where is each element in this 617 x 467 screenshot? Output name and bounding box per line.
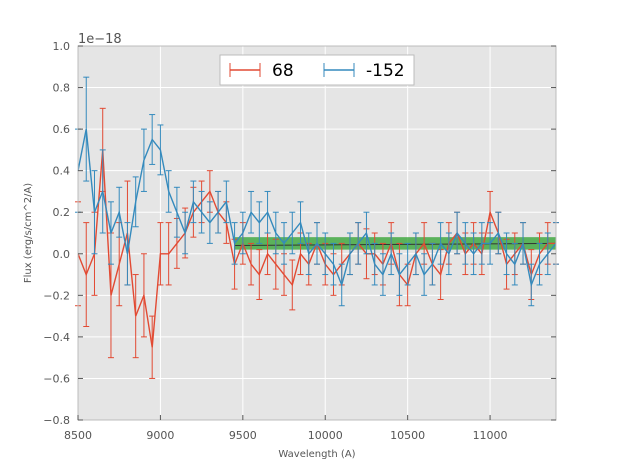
y-tick-label: 0.6 (53, 123, 71, 136)
legend: 68 -152 (219, 54, 415, 86)
y-tick-label: 1.0 (53, 40, 71, 53)
series-2 (75, 76, 559, 307)
series-line (77, 128, 557, 288)
y-tick-label: −0.8 (43, 414, 70, 427)
x-tick-label: 11000 (473, 429, 508, 442)
y-tick-label: 0.8 (53, 82, 71, 95)
x-tick-label: 10500 (390, 429, 425, 442)
y-tick-label: −0.4 (43, 331, 70, 344)
series-layer (75, 76, 559, 379)
x-tick-label: 10000 (308, 429, 343, 442)
ticks: 8500 9000 9500 10000 10500 11000 −0.8 −0.6 −0.4 −… (43, 40, 556, 442)
x-axis-label: Wavelength (A) (278, 449, 355, 460)
plot-frame (77, 45, 557, 421)
x-tick-label: 9500 (229, 429, 257, 442)
y-axis-label: Flux (erg/s/cm^2/A) (23, 183, 34, 283)
y-offset-label: 1e−18 (78, 32, 122, 47)
y-tick-label: −0.2 (43, 289, 70, 302)
y-tick-label: 0.4 (53, 165, 71, 178)
y-tick-label: −0.6 (43, 372, 70, 385)
x-tick-label: 8500 (64, 429, 92, 442)
y-tick-label: 0.2 (53, 206, 71, 219)
y-tick-label: 0.0 (53, 248, 71, 261)
x-tick-label: 9000 (146, 429, 174, 442)
legend-label: 68 (272, 61, 294, 81)
legend-label: -152 (366, 61, 405, 81)
